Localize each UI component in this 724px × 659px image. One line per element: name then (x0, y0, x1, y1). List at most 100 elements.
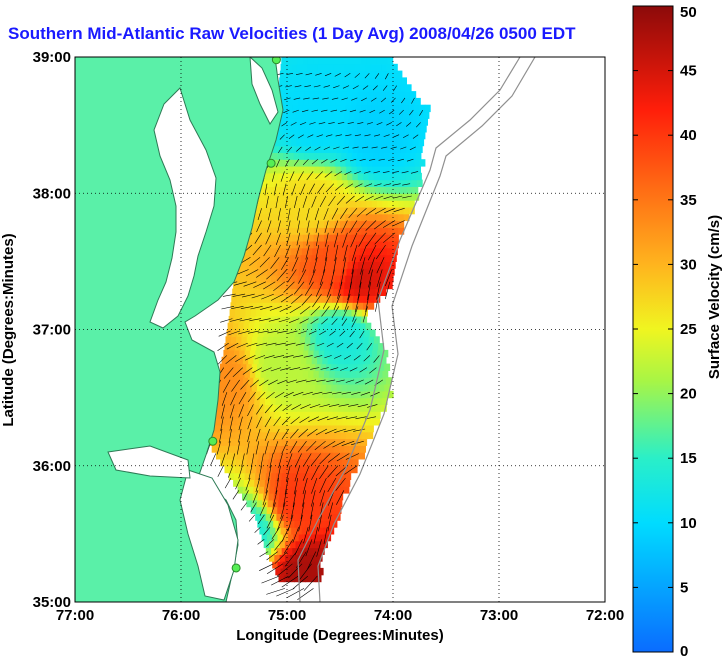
velocity-vector (315, 220, 320, 233)
velocity-cell (381, 247, 388, 256)
velocity-cell (234, 275, 240, 283)
velocity-cell (416, 118, 423, 126)
velocity-vector (319, 490, 326, 507)
velocity-cell (358, 295, 365, 303)
velocity-cell (357, 91, 364, 99)
velocity-cell (361, 234, 368, 242)
velocity-cell (407, 138, 414, 147)
velocity-cell (228, 472, 235, 480)
velocity-cell (325, 533, 332, 542)
velocity-vector (248, 465, 253, 480)
velocity-cell (245, 465, 252, 474)
velocity-cell (284, 411, 291, 419)
velocity-cell (366, 220, 373, 228)
velocity-vector (327, 477, 337, 493)
x-tick-label: 72:00 (586, 607, 624, 624)
velocity-cell (214, 424, 221, 433)
velocity-cell (354, 445, 361, 453)
velocity-cell (371, 200, 378, 208)
velocity-vector (357, 122, 364, 125)
velocity-cell (281, 240, 288, 249)
velocity-cell (229, 343, 236, 351)
velocity-vector (247, 416, 253, 430)
velocity-cell (340, 315, 346, 324)
velocity-cell (340, 97, 347, 106)
velocity-cell (307, 397, 314, 405)
velocity-cell (305, 77, 312, 85)
velocity-cell (256, 431, 262, 440)
velocity-cell (378, 363, 385, 371)
velocity-cell (285, 567, 292, 576)
velocity-cell (372, 166, 379, 174)
velocity-cell (316, 77, 323, 85)
velocity-vector (295, 342, 306, 346)
velocity-vector (266, 539, 275, 547)
velocity-cell (361, 390, 368, 399)
velocity-cell (276, 390, 283, 399)
velocity-vector (323, 440, 336, 449)
velocity-vector (338, 404, 349, 407)
velocity-cell (365, 247, 372, 256)
velocity-cell (393, 97, 400, 106)
velocity-cell (352, 84, 359, 92)
colorbar-tick-label: 30 (680, 256, 697, 273)
velocity-cell (399, 152, 406, 160)
velocity-cell (230, 302, 237, 310)
velocity-vector (229, 404, 235, 419)
velocity-cell (408, 206, 415, 215)
velocity-cell (361, 227, 368, 235)
velocity-cell (280, 111, 287, 119)
velocity-cell (271, 234, 277, 242)
velocity-cell (299, 499, 306, 508)
velocity-cell (245, 309, 252, 317)
velocity-cell (347, 458, 354, 467)
velocity-vector (257, 539, 265, 545)
velocity-vector (275, 232, 281, 246)
velocity-cell (243, 445, 250, 453)
velocity-cell (329, 131, 336, 140)
velocity-cell (292, 275, 299, 283)
velocity-cell (240, 424, 247, 433)
velocity-cell (292, 240, 299, 249)
velocity-cell (306, 111, 313, 119)
velocity-cell (290, 70, 297, 78)
velocity-cell (347, 295, 354, 303)
velocity-vector (402, 183, 411, 186)
velocity-cell (313, 513, 320, 521)
velocity-cell (334, 240, 341, 249)
velocity-cell (369, 77, 376, 85)
velocity-cell (314, 268, 321, 276)
velocity-vector (305, 539, 313, 557)
velocity-vector (367, 404, 378, 408)
velocity-cell (230, 458, 237, 467)
velocity-vector (383, 183, 392, 186)
velocity-cell (299, 418, 306, 426)
velocity-cell (376, 281, 383, 290)
velocity-cell (395, 145, 402, 153)
velocity-cell (328, 138, 334, 147)
velocity-cell (416, 172, 422, 181)
velocity-cell (357, 384, 364, 392)
velocity-cell (338, 111, 345, 119)
velocity-cell (300, 118, 307, 126)
velocity-cell (249, 315, 256, 324)
velocity-cell (387, 131, 394, 140)
velocity-cell (361, 159, 368, 167)
colorbar (632, 5, 674, 653)
velocity-cell (335, 343, 342, 351)
velocity-cell (309, 533, 316, 542)
velocity-cell (340, 159, 346, 167)
velocity-vector (264, 441, 269, 455)
velocity-cell (329, 213, 336, 222)
velocity-cell (249, 234, 256, 242)
velocity-cell (315, 363, 322, 371)
velocity-cell (373, 336, 380, 344)
velocity-vector (247, 404, 254, 417)
velocity-cell (264, 445, 271, 453)
velocity-vector (218, 330, 231, 337)
velocity-cell (316, 540, 323, 549)
velocity-cell (276, 275, 283, 283)
velocity-vector (392, 183, 401, 186)
velocity-cell (351, 343, 358, 351)
